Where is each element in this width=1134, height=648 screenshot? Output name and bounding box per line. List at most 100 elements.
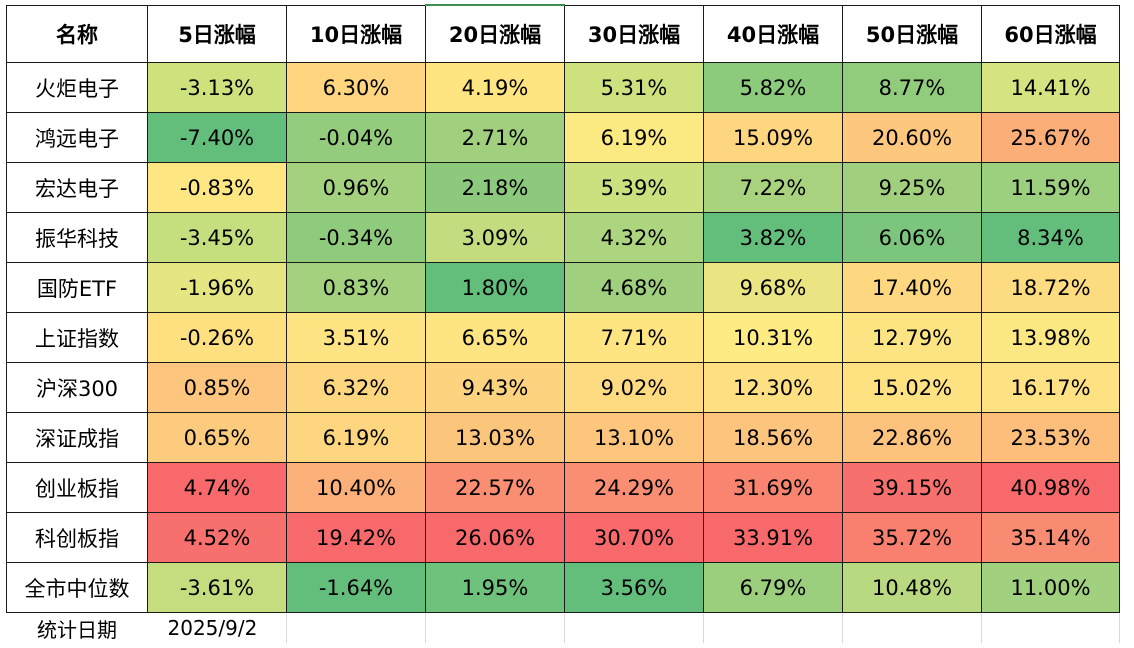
- footer-date[interactable]: 2025/9/2: [167, 616, 258, 640]
- header-name[interactable]: 名称: [6, 4, 148, 63]
- row-name-cell[interactable]: 上证指数: [6, 312, 148, 363]
- header-col-3[interactable]: 20日涨幅: [425, 4, 565, 63]
- value-cell[interactable]: 7.71%: [564, 312, 704, 363]
- value-cell[interactable]: 22.86%: [842, 412, 982, 463]
- value-cell[interactable]: 1.95%: [425, 562, 565, 613]
- value-cell[interactable]: 0.83%: [286, 262, 426, 313]
- row-name-cell[interactable]: 创业板指: [6, 462, 148, 513]
- value-cell[interactable]: 40.98%: [981, 462, 1120, 513]
- value-cell[interactable]: 9.02%: [564, 362, 704, 413]
- value-cell[interactable]: 4.52%: [147, 512, 287, 563]
- row-name-cell[interactable]: 深证成指: [6, 412, 148, 463]
- value-cell[interactable]: 8.34%: [981, 212, 1120, 263]
- empty-cell[interactable]: [425, 612, 565, 643]
- value-cell[interactable]: 6.32%: [286, 362, 426, 413]
- value-cell[interactable]: 10.40%: [286, 462, 426, 513]
- value-cell[interactable]: -3.45%: [147, 212, 287, 263]
- empty-cell[interactable]: [286, 612, 426, 643]
- value-cell[interactable]: 6.79%: [703, 562, 843, 613]
- value-cell[interactable]: -0.34%: [286, 212, 426, 263]
- value-cell[interactable]: 11.00%: [981, 562, 1120, 613]
- value-cell[interactable]: -0.83%: [147, 162, 287, 213]
- row-name-cell[interactable]: 振华科技: [6, 212, 148, 263]
- value-cell[interactable]: -0.04%: [286, 112, 426, 163]
- value-cell[interactable]: 20.60%: [842, 112, 982, 163]
- value-cell[interactable]: 6.19%: [286, 412, 426, 463]
- value-cell[interactable]: 2.71%: [425, 112, 565, 163]
- value-cell[interactable]: 35.14%: [981, 512, 1120, 563]
- header-col-5[interactable]: 40日涨幅: [703, 4, 843, 63]
- value-cell[interactable]: 33.91%: [703, 512, 843, 563]
- value-cell[interactable]: 9.43%: [425, 362, 565, 413]
- empty-cell[interactable]: [703, 612, 843, 643]
- value-cell[interactable]: 13.10%: [564, 412, 704, 463]
- empty-cell[interactable]: [564, 612, 704, 643]
- value-cell[interactable]: 17.40%: [842, 262, 982, 313]
- value-cell[interactable]: 15.09%: [703, 112, 843, 163]
- value-cell[interactable]: 10.48%: [842, 562, 982, 613]
- value-cell[interactable]: 11.59%: [981, 162, 1120, 213]
- empty-cell[interactable]: [981, 612, 1120, 643]
- value-cell[interactable]: 9.68%: [703, 262, 843, 313]
- value-cell[interactable]: 5.82%: [703, 62, 843, 113]
- value-cell[interactable]: -7.40%: [147, 112, 287, 163]
- value-cell[interactable]: 1.80%: [425, 262, 565, 313]
- value-cell[interactable]: 23.53%: [981, 412, 1120, 463]
- value-cell[interactable]: 13.03%: [425, 412, 565, 463]
- value-cell[interactable]: 22.57%: [425, 462, 565, 513]
- value-cell[interactable]: 18.56%: [703, 412, 843, 463]
- value-cell[interactable]: 30.70%: [564, 512, 704, 563]
- value-cell[interactable]: 2.18%: [425, 162, 565, 213]
- value-cell[interactable]: 5.31%: [564, 62, 704, 113]
- row-name-cell[interactable]: 鸿远电子: [6, 112, 148, 163]
- value-cell[interactable]: 6.19%: [564, 112, 704, 163]
- value-cell[interactable]: 6.30%: [286, 62, 426, 113]
- value-cell[interactable]: 19.42%: [286, 512, 426, 563]
- value-cell[interactable]: 10.31%: [703, 312, 843, 363]
- value-cell[interactable]: 5.39%: [564, 162, 704, 213]
- value-cell[interactable]: 6.06%: [842, 212, 982, 263]
- header-col-1[interactable]: 5日涨幅: [147, 4, 287, 63]
- header-col-4[interactable]: 30日涨幅: [564, 4, 704, 63]
- row-name-cell[interactable]: 火炬电子: [6, 62, 148, 113]
- value-cell[interactable]: 16.17%: [981, 362, 1120, 413]
- value-cell[interactable]: 3.56%: [564, 562, 704, 613]
- value-cell[interactable]: 4.74%: [147, 462, 287, 513]
- value-cell[interactable]: 35.72%: [842, 512, 982, 563]
- empty-cell[interactable]: [842, 612, 982, 643]
- value-cell[interactable]: 24.29%: [564, 462, 704, 513]
- value-cell[interactable]: 12.30%: [703, 362, 843, 413]
- value-cell[interactable]: -3.61%: [147, 562, 287, 613]
- footer-label[interactable]: 统计日期: [37, 617, 117, 642]
- value-cell[interactable]: 4.19%: [425, 62, 565, 113]
- value-cell[interactable]: 3.82%: [703, 212, 843, 263]
- row-name-cell[interactable]: 全市中位数: [6, 562, 148, 613]
- value-cell[interactable]: 25.67%: [981, 112, 1120, 163]
- value-cell[interactable]: -3.13%: [147, 62, 287, 113]
- value-cell[interactable]: 18.72%: [981, 262, 1120, 313]
- value-cell[interactable]: -0.26%: [147, 312, 287, 363]
- value-cell[interactable]: 26.06%: [425, 512, 565, 563]
- value-cell[interactable]: 4.68%: [564, 262, 704, 313]
- value-cell[interactable]: -1.64%: [286, 562, 426, 613]
- row-name-cell[interactable]: 沪深300: [6, 362, 148, 413]
- value-cell[interactable]: 3.51%: [286, 312, 426, 363]
- value-cell[interactable]: 7.22%: [703, 162, 843, 213]
- row-name-cell[interactable]: 科创板指: [6, 512, 148, 563]
- header-col-7[interactable]: 60日涨幅: [981, 4, 1120, 63]
- value-cell[interactable]: 3.09%: [425, 212, 565, 263]
- row-name-cell[interactable]: 国防ETF: [6, 262, 148, 313]
- value-cell[interactable]: 0.65%: [147, 412, 287, 463]
- value-cell[interactable]: -1.96%: [147, 262, 287, 313]
- header-col-6[interactable]: 50日涨幅: [842, 4, 982, 63]
- value-cell[interactable]: 13.98%: [981, 312, 1120, 363]
- value-cell[interactable]: 14.41%: [981, 62, 1120, 113]
- value-cell[interactable]: 4.32%: [564, 212, 704, 263]
- value-cell[interactable]: 6.65%: [425, 312, 565, 363]
- value-cell[interactable]: 15.02%: [842, 362, 982, 413]
- value-cell[interactable]: 0.96%: [286, 162, 426, 213]
- header-col-2[interactable]: 10日涨幅: [286, 4, 426, 63]
- value-cell[interactable]: 31.69%: [703, 462, 843, 513]
- value-cell[interactable]: 8.77%: [842, 62, 982, 113]
- value-cell[interactable]: 39.15%: [842, 462, 982, 513]
